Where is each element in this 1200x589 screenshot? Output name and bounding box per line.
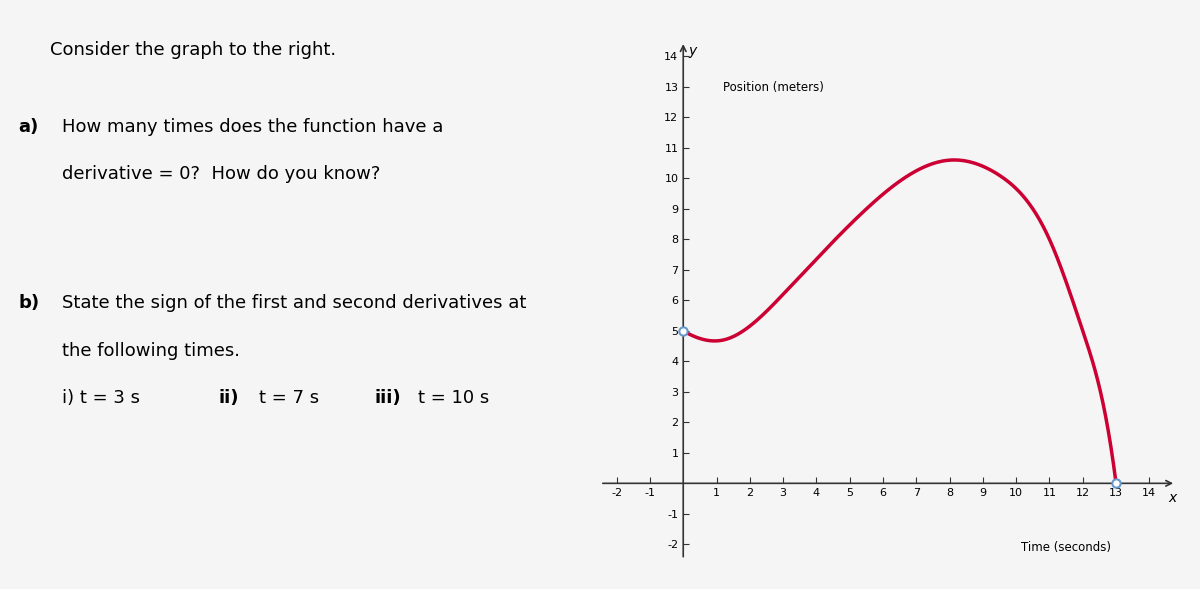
Text: How many times does the function have a: How many times does the function have a	[62, 118, 444, 136]
Text: Position (meters): Position (meters)	[724, 81, 824, 94]
Text: t = 7 s: t = 7 s	[259, 389, 319, 407]
Text: the following times.: the following times.	[62, 342, 240, 360]
Text: Time (seconds): Time (seconds)	[1021, 541, 1111, 554]
Text: x: x	[1169, 491, 1177, 505]
Text: y: y	[689, 44, 696, 58]
Text: derivative = 0?  How do you know?: derivative = 0? How do you know?	[62, 165, 380, 183]
Text: a): a)	[19, 118, 38, 136]
Text: b): b)	[19, 294, 40, 313]
Text: Consider the graph to the right.: Consider the graph to the right.	[50, 41, 336, 59]
Text: iii): iii)	[374, 389, 401, 407]
Text: State the sign of the first and second derivatives at: State the sign of the first and second d…	[62, 294, 527, 313]
Text: i) t = 3 s: i) t = 3 s	[62, 389, 140, 407]
Text: t = 10 s: t = 10 s	[418, 389, 490, 407]
Text: ii): ii)	[218, 389, 239, 407]
